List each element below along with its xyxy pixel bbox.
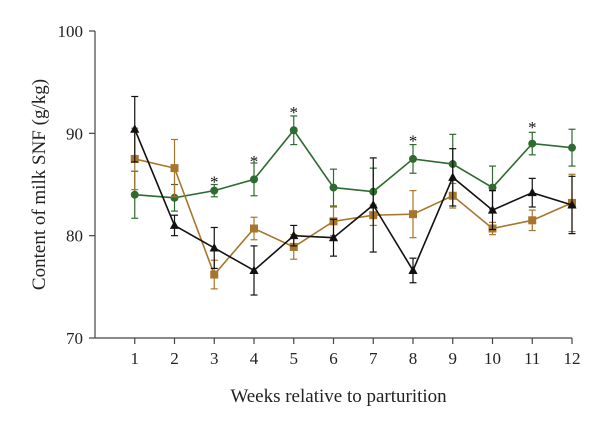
data-point [289, 230, 299, 240]
data-point [409, 154, 417, 163]
x-ticks: 1 2 3 4 5 6 7 8 9 10 11 12 [131, 338, 581, 368]
data-point [487, 205, 498, 214]
x-tick-label: 3 [210, 349, 219, 368]
data-point [448, 172, 458, 181]
x-tick-label: 10 [484, 349, 501, 368]
series-3 [130, 95, 577, 296]
data-point [170, 193, 179, 202]
data-point [409, 210, 417, 219]
data-point [249, 265, 259, 274]
x-tick-label: 1 [131, 349, 140, 368]
series-line [134, 128, 573, 199]
data-point [289, 126, 298, 135]
data-point [250, 224, 258, 233]
y-tick-label: 100 [58, 22, 84, 41]
x-tick-label: 9 [449, 349, 458, 368]
annotations: * * * * * [210, 103, 537, 192]
y-axis-title: Content of milk SNF (g/kg) [29, 79, 50, 290]
x-axis-title: Weeks relative to parturition [230, 386, 447, 407]
x-tick-label: 11 [524, 349, 540, 368]
data-point [209, 242, 219, 252]
data-point [488, 183, 497, 192]
y-ticks: 70 80 90 100 [58, 22, 95, 348]
series-2 [130, 127, 576, 290]
data-point [328, 232, 339, 242]
x-tick-label: 5 [290, 349, 299, 368]
x-tick-label: 12 [564, 349, 581, 368]
data-point [528, 139, 537, 148]
significance-marker: * [290, 103, 299, 122]
data-point [130, 124, 140, 133]
series-line [134, 128, 573, 273]
data-point [169, 220, 180, 229]
series-1 [130, 115, 576, 219]
x-tick-label: 7 [369, 349, 378, 368]
y-tick-label: 90 [66, 124, 83, 143]
data-point [567, 199, 577, 209]
data-point [210, 186, 219, 195]
data-point [250, 175, 258, 184]
data-point [170, 164, 179, 173]
data-point [210, 270, 219, 279]
x-tick-label: 4 [250, 349, 259, 368]
significance-marker: * [250, 152, 259, 171]
y-tick-label: 70 [66, 329, 83, 348]
data-point [528, 216, 537, 225]
data-point [130, 190, 139, 199]
x-tick-label: 6 [329, 349, 338, 368]
significance-marker: * [528, 118, 537, 137]
x-tick-label: 8 [409, 349, 418, 368]
data-point [408, 265, 418, 274]
significance-marker: * [210, 172, 219, 191]
series-layer [130, 95, 577, 296]
data-point [329, 183, 338, 192]
data-point [568, 143, 576, 152]
significance-marker: * [409, 131, 418, 150]
series-line [134, 158, 573, 277]
data-point [289, 242, 298, 251]
y-tick-label: 80 [66, 227, 83, 246]
data-point [527, 187, 537, 197]
x-tick-label: 2 [170, 349, 179, 368]
data-point [368, 199, 378, 209]
